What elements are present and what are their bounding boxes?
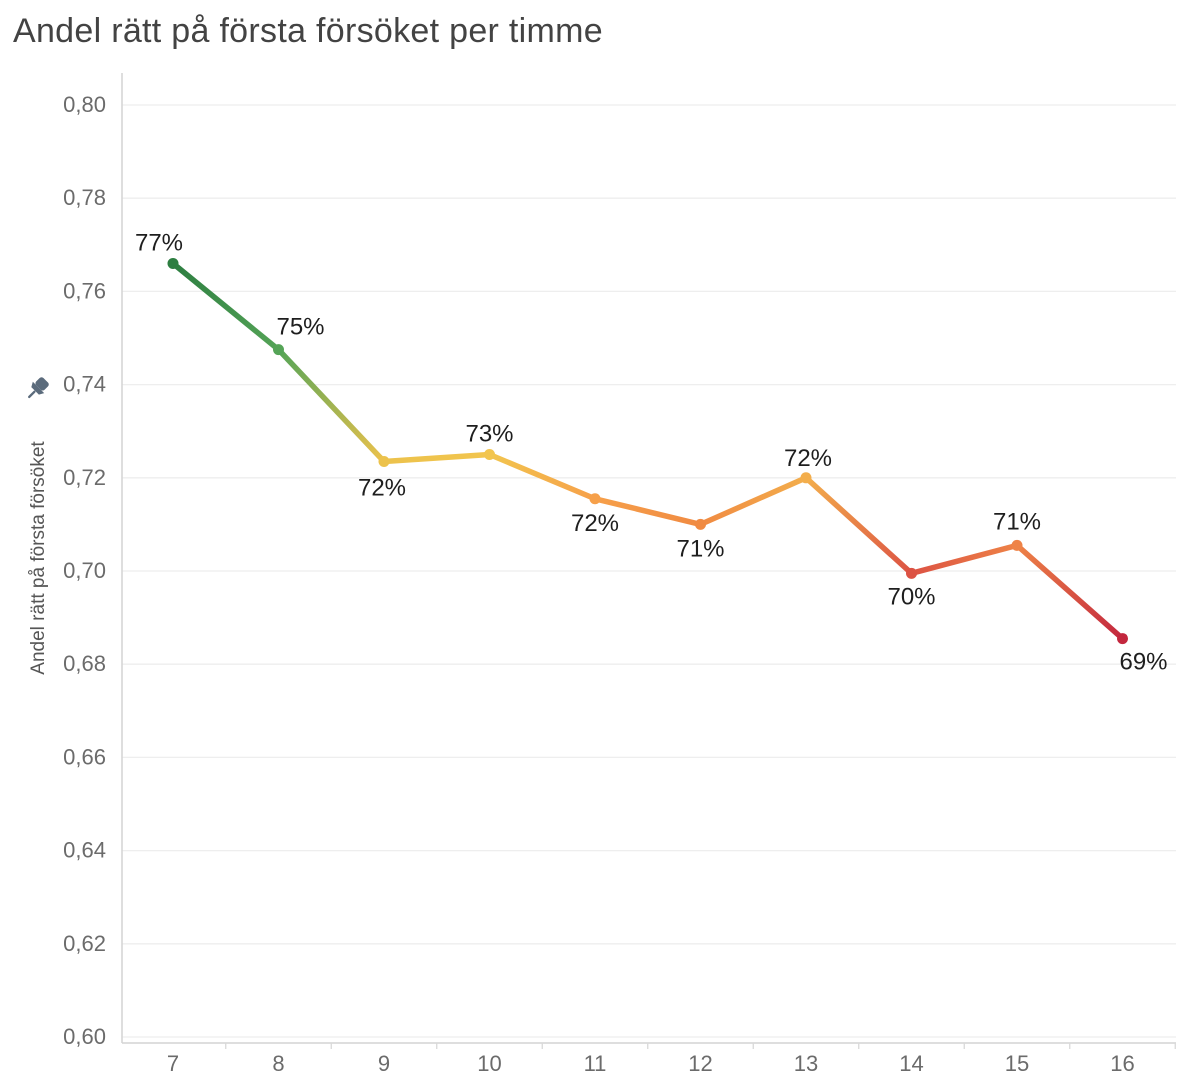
data-point[interactable] — [589, 493, 601, 505]
data-point[interactable] — [484, 449, 495, 460]
y-tick-label: 0,64 — [63, 838, 106, 863]
x-tick-label: 8 — [272, 1051, 284, 1076]
x-tick-label: 9 — [378, 1051, 390, 1076]
data-point-label: 73% — [465, 421, 513, 448]
chart-title: Andel rätt på första försöket per timme — [13, 12, 603, 50]
x-tick-label: 13 — [794, 1051, 818, 1076]
line-segment[interactable] — [1014, 542, 1126, 642]
line-segment[interactable] — [275, 346, 387, 465]
line-segment[interactable] — [170, 260, 282, 353]
y-axis-title: Andel rätt på första försöket — [28, 441, 49, 675]
data-point-label: 72% — [784, 445, 832, 472]
data-point-label: 72% — [571, 510, 619, 537]
y-tick-label: 0,72 — [63, 465, 106, 490]
data-point-label: 72% — [358, 474, 406, 501]
data-point-label: 69% — [1119, 649, 1167, 676]
y-tick-label: 0,68 — [63, 651, 106, 676]
data-point[interactable] — [906, 567, 917, 579]
x-tick-label: 14 — [899, 1051, 923, 1076]
line-segment[interactable] — [908, 542, 1020, 577]
line-segment[interactable] — [697, 475, 809, 528]
data-point[interactable] — [273, 344, 284, 356]
data-point-label: 71% — [993, 508, 1041, 535]
data-point[interactable] — [167, 257, 179, 269]
x-tick-label: 15 — [1005, 1051, 1029, 1076]
data-point-label: 75% — [276, 314, 324, 341]
pin-axis-icon[interactable] — [22, 374, 52, 404]
x-tick-label: 12 — [688, 1051, 712, 1076]
pin-needle — [28, 390, 36, 399]
data-point[interactable] — [800, 472, 812, 484]
y-tick-label: 0,66 — [63, 744, 106, 769]
data-point-label: 77% — [135, 229, 183, 256]
x-tick-label: 16 — [1110, 1051, 1134, 1076]
y-tick-label: 0,60 — [63, 1024, 106, 1049]
data-point-label: 71% — [676, 535, 724, 562]
data-point[interactable] — [378, 455, 390, 467]
line-segment[interactable] — [803, 475, 915, 577]
y-tick-label: 0,78 — [63, 185, 106, 210]
line-segment[interactable] — [486, 451, 598, 502]
y-tick-label: 0,62 — [63, 931, 106, 956]
line-segment[interactable] — [592, 496, 704, 528]
data-point[interactable] — [695, 518, 706, 530]
line-segment[interactable] — [381, 451, 493, 465]
y-tick-label: 0,74 — [63, 372, 106, 397]
pin-flange — [31, 381, 45, 395]
data-point-label: 70% — [887, 583, 935, 610]
x-tick-label: 7 — [167, 1051, 179, 1076]
data-point[interactable] — [1011, 539, 1023, 551]
y-tick-label: 0,80 — [63, 92, 106, 117]
x-tick-label: 11 — [584, 1051, 607, 1076]
pin-head — [35, 377, 49, 391]
y-tick-label: 0,70 — [63, 558, 106, 583]
x-tick-label: 10 — [477, 1051, 501, 1076]
data-point[interactable] — [1117, 633, 1128, 645]
y-tick-label: 0,76 — [63, 278, 106, 303]
